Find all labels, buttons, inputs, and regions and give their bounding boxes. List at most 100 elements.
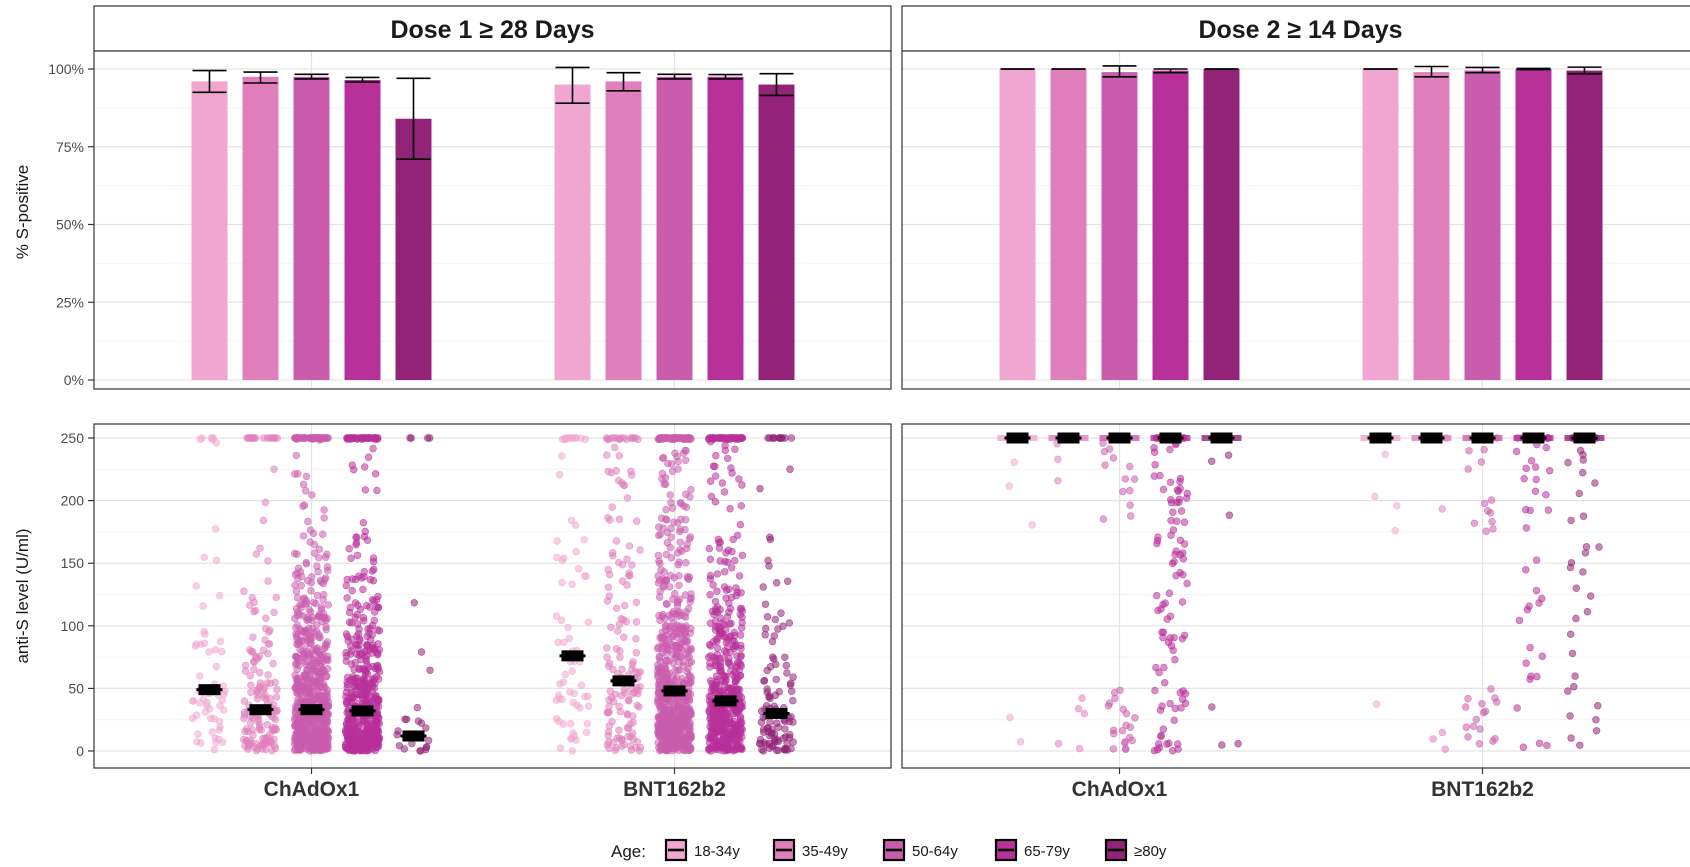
point	[705, 640, 714, 649]
point	[291, 470, 299, 478]
point	[774, 625, 782, 633]
point	[711, 472, 720, 480]
point	[1487, 685, 1495, 693]
point	[1564, 458, 1572, 467]
point	[316, 677, 325, 685]
point	[374, 626, 382, 634]
point	[663, 600, 671, 608]
point	[1179, 687, 1188, 695]
point	[1538, 652, 1547, 660]
median-marker	[1055, 432, 1082, 444]
point	[319, 682, 328, 691]
point	[200, 553, 208, 561]
point	[312, 645, 321, 653]
point	[632, 598, 641, 607]
bar	[242, 76, 279, 381]
point	[208, 728, 216, 736]
point	[1109, 745, 1118, 753]
error-bar	[294, 73, 329, 80]
median-marker	[1469, 432, 1496, 444]
point	[1566, 563, 1575, 572]
point	[683, 572, 692, 581]
point	[733, 720, 741, 729]
point	[1544, 506, 1553, 514]
point	[721, 446, 729, 455]
point	[1182, 494, 1191, 502]
point	[655, 654, 664, 662]
point	[682, 704, 690, 713]
point	[616, 647, 624, 655]
bar	[656, 76, 693, 381]
point	[240, 697, 249, 705]
point	[299, 612, 308, 620]
point	[1156, 471, 1164, 480]
point	[728, 687, 736, 695]
point	[1152, 591, 1161, 600]
point	[351, 658, 359, 667]
point	[1484, 507, 1492, 515]
point	[759, 583, 767, 591]
point	[264, 671, 272, 679]
point	[291, 684, 299, 692]
bar	[1203, 69, 1240, 380]
point	[787, 713, 795, 721]
point	[713, 587, 721, 595]
point	[736, 672, 744, 680]
point	[618, 577, 627, 585]
point	[608, 503, 616, 511]
bar	[999, 69, 1036, 380]
point	[708, 434, 717, 442]
y-tick-label: 0	[76, 743, 84, 759]
bar	[1101, 72, 1138, 381]
point	[583, 720, 592, 728]
point	[250, 665, 258, 674]
point	[308, 491, 316, 499]
point	[1170, 716, 1178, 724]
point	[212, 525, 220, 533]
point	[299, 686, 307, 694]
point	[737, 662, 745, 670]
point	[1168, 746, 1177, 755]
x-tick-label: ChAdOx1	[264, 778, 360, 801]
error-bar	[1567, 66, 1602, 75]
point	[1010, 458, 1018, 466]
point	[669, 673, 678, 681]
point	[310, 715, 319, 723]
point	[1118, 727, 1127, 735]
point	[353, 551, 362, 560]
point	[731, 445, 739, 453]
point	[1532, 586, 1541, 595]
point	[201, 630, 209, 638]
point	[192, 582, 201, 590]
point	[303, 734, 312, 743]
point	[619, 633, 628, 641]
point	[682, 503, 691, 511]
legend-label: 18-34y	[694, 843, 740, 860]
point	[348, 699, 356, 707]
point	[250, 434, 258, 442]
point	[725, 599, 733, 607]
point	[787, 434, 796, 442]
point	[668, 609, 677, 618]
point	[1461, 703, 1470, 711]
point	[770, 632, 778, 640]
point	[369, 576, 378, 585]
bar	[554, 84, 591, 381]
point	[319, 732, 327, 741]
point	[1465, 447, 1473, 455]
point	[1178, 598, 1187, 606]
point	[673, 597, 682, 605]
point	[369, 444, 377, 453]
point	[320, 590, 328, 599]
point	[718, 618, 727, 627]
point	[370, 565, 378, 574]
point	[1166, 699, 1174, 708]
point	[352, 540, 360, 549]
point	[615, 702, 623, 711]
point	[1531, 487, 1540, 495]
point	[1586, 592, 1595, 600]
point	[1121, 475, 1130, 483]
point	[316, 719, 324, 727]
point	[628, 561, 636, 569]
